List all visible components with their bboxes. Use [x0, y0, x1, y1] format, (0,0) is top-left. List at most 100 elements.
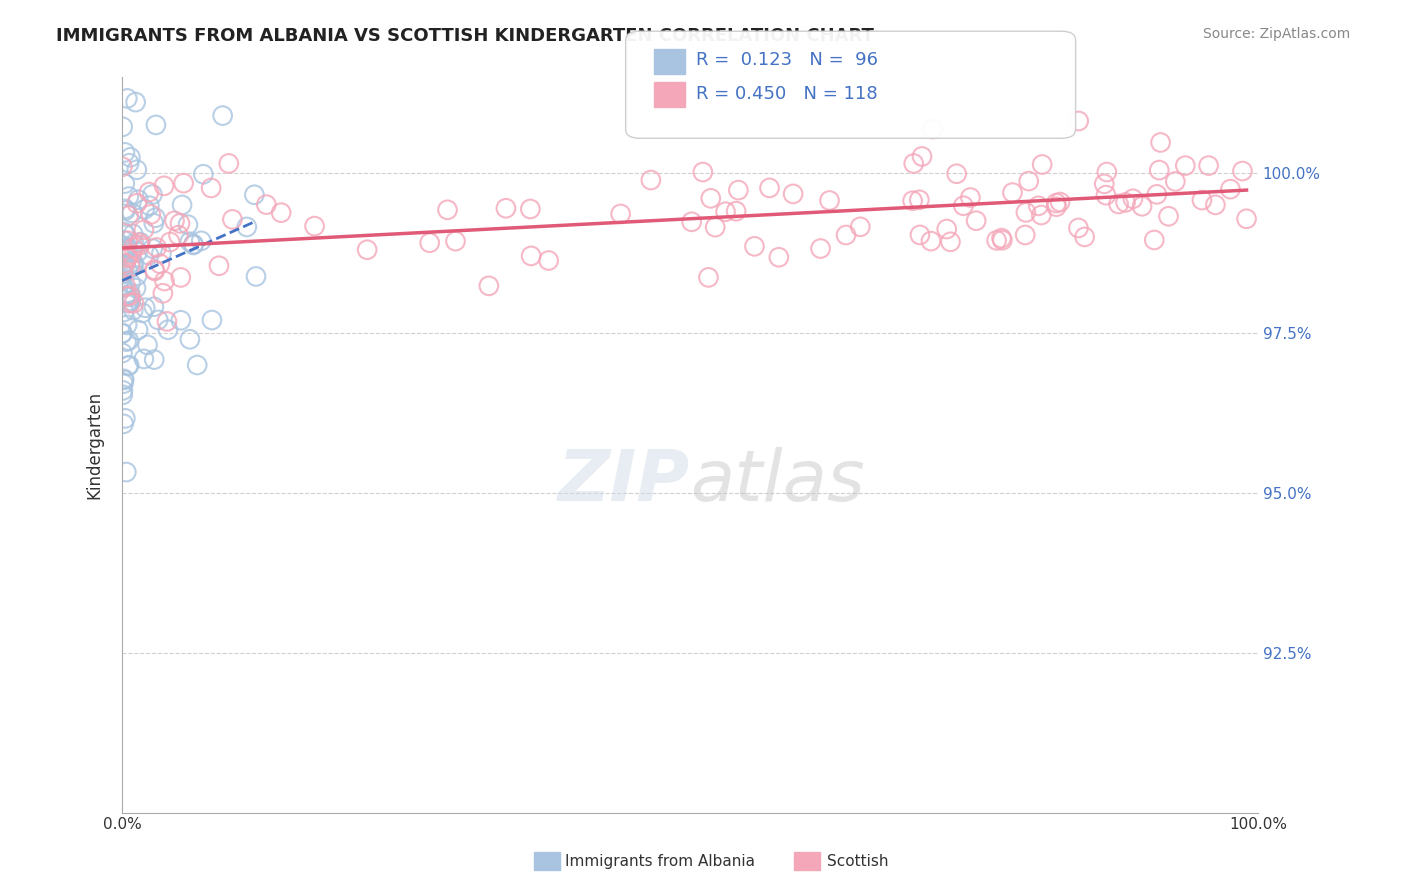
Point — [117, 263, 139, 277]
Point — [115, 244, 138, 258]
Point — [183, 237, 205, 252]
Point — [111, 267, 134, 281]
Point — [117, 234, 139, 248]
Point — [112, 373, 135, 387]
Point — [1073, 230, 1095, 244]
Point — [124, 95, 146, 109]
Point — [1232, 164, 1254, 178]
Point — [183, 238, 205, 252]
Point — [118, 156, 141, 170]
Point — [120, 293, 142, 308]
Point — [1045, 196, 1067, 211]
Point — [908, 193, 931, 207]
Point — [142, 300, 165, 314]
Point — [121, 247, 143, 261]
Point — [1149, 136, 1171, 150]
Point — [444, 234, 467, 248]
Point — [744, 239, 766, 253]
Point — [134, 301, 156, 315]
Point — [114, 411, 136, 425]
Point — [117, 91, 139, 105]
Point — [117, 209, 139, 223]
Text: atlas: atlas — [690, 447, 865, 516]
Point — [122, 241, 145, 255]
Point — [111, 120, 134, 134]
Point — [122, 303, 145, 318]
Point — [138, 199, 160, 213]
Point — [125, 268, 148, 283]
Point — [115, 334, 138, 349]
Point — [952, 199, 974, 213]
Point — [111, 160, 134, 174]
Text: Source: ZipAtlas.com: Source: ZipAtlas.com — [1202, 27, 1350, 41]
Point — [810, 242, 832, 256]
Point — [122, 296, 145, 310]
Point — [114, 202, 136, 216]
Point — [114, 256, 136, 270]
Text: Immigrants from Albania: Immigrants from Albania — [565, 855, 755, 869]
Point — [1001, 186, 1024, 200]
Point — [935, 222, 957, 236]
Point — [118, 334, 141, 348]
Point — [1122, 192, 1144, 206]
Point — [153, 178, 176, 193]
Point — [186, 358, 208, 372]
Point — [1115, 195, 1137, 210]
Point — [1130, 199, 1153, 213]
Point — [112, 225, 135, 239]
Point — [120, 260, 142, 274]
Point — [114, 177, 136, 191]
Point — [1095, 165, 1118, 179]
Point — [1018, 174, 1040, 188]
Point — [193, 167, 215, 181]
Point — [211, 109, 233, 123]
Point — [138, 248, 160, 262]
Point — [114, 145, 136, 160]
Point — [114, 289, 136, 303]
Point — [114, 242, 136, 256]
Point — [125, 162, 148, 177]
Point — [1092, 177, 1115, 191]
Point — [163, 214, 186, 228]
Point — [112, 279, 135, 293]
Point — [143, 352, 166, 367]
Point — [520, 249, 543, 263]
Point — [218, 156, 240, 170]
Point — [111, 267, 134, 281]
Point — [117, 251, 139, 265]
Point — [167, 228, 190, 243]
Point — [143, 262, 166, 277]
Point — [818, 194, 841, 208]
Point — [142, 242, 165, 256]
Text: R =  0.123   N =  96: R = 0.123 N = 96 — [696, 51, 877, 69]
Point — [1146, 187, 1168, 202]
Point — [118, 288, 141, 302]
Point — [835, 227, 858, 242]
Point — [640, 173, 662, 187]
Point — [125, 196, 148, 211]
Point — [965, 213, 987, 227]
Point — [111, 346, 134, 360]
Point — [114, 257, 136, 271]
Point — [697, 270, 720, 285]
Point — [1164, 174, 1187, 188]
Point — [118, 189, 141, 203]
Point — [990, 231, 1012, 245]
Point — [727, 183, 749, 197]
Point — [112, 247, 135, 261]
Point — [117, 296, 139, 310]
Point — [236, 219, 259, 234]
Point — [112, 259, 135, 273]
Point — [152, 286, 174, 301]
Point — [681, 215, 703, 229]
Point — [136, 338, 159, 352]
Point — [111, 264, 134, 278]
Point — [112, 305, 135, 319]
Point — [179, 235, 201, 249]
Point — [120, 256, 142, 270]
Point — [436, 202, 458, 217]
Text: ZIP: ZIP — [558, 447, 690, 516]
Point — [145, 240, 167, 254]
Point — [127, 245, 149, 260]
Point — [112, 376, 135, 391]
